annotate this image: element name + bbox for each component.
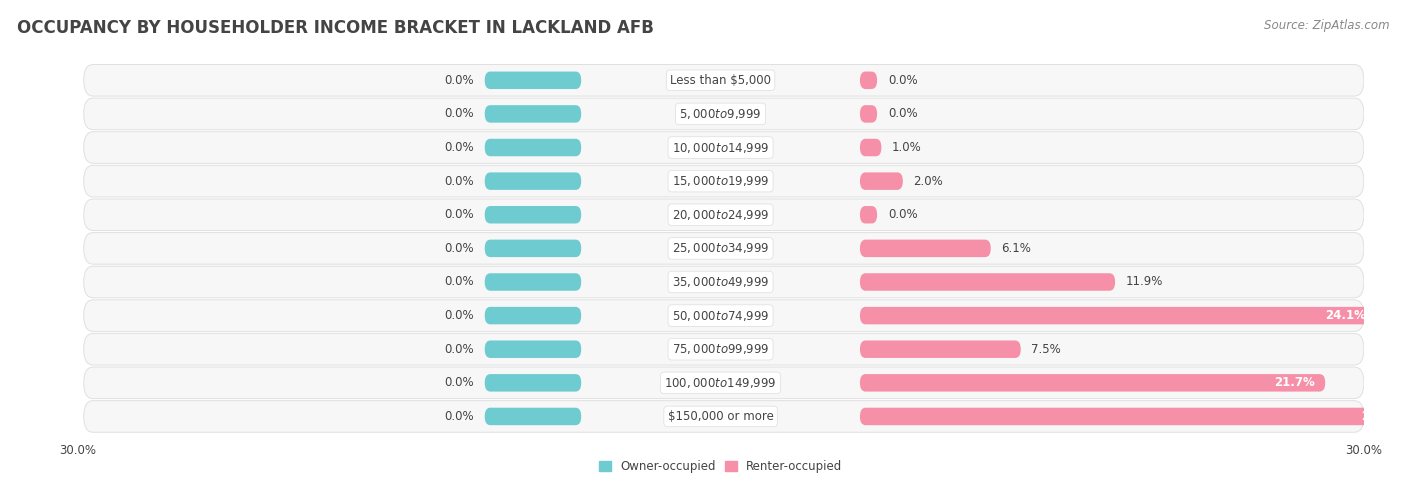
FancyBboxPatch shape [84, 98, 1364, 130]
FancyBboxPatch shape [485, 72, 581, 89]
FancyBboxPatch shape [84, 334, 1364, 365]
FancyBboxPatch shape [860, 408, 1406, 425]
FancyBboxPatch shape [860, 374, 1326, 392]
Text: $75,000 to $99,999: $75,000 to $99,999 [672, 342, 769, 356]
Legend: Owner-occupied, Renter-occupied: Owner-occupied, Renter-occupied [593, 455, 848, 478]
FancyBboxPatch shape [84, 401, 1364, 432]
FancyBboxPatch shape [860, 340, 1021, 358]
Text: 0.0%: 0.0% [444, 309, 474, 322]
FancyBboxPatch shape [485, 340, 581, 358]
Text: OCCUPANCY BY HOUSEHOLDER INCOME BRACKET IN LACKLAND AFB: OCCUPANCY BY HOUSEHOLDER INCOME BRACKET … [17, 19, 654, 37]
Text: $15,000 to $19,999: $15,000 to $19,999 [672, 174, 769, 188]
FancyBboxPatch shape [485, 374, 581, 392]
FancyBboxPatch shape [860, 105, 877, 123]
FancyBboxPatch shape [485, 273, 581, 291]
Text: 0.0%: 0.0% [444, 141, 474, 154]
FancyBboxPatch shape [860, 72, 877, 89]
Text: 7.5%: 7.5% [1032, 343, 1062, 356]
FancyBboxPatch shape [485, 206, 581, 224]
Text: $150,000 or more: $150,000 or more [668, 410, 773, 423]
FancyBboxPatch shape [860, 172, 903, 190]
FancyBboxPatch shape [84, 367, 1364, 399]
FancyBboxPatch shape [860, 240, 991, 257]
Text: $25,000 to $34,999: $25,000 to $34,999 [672, 242, 769, 255]
Text: 21.7%: 21.7% [1274, 376, 1315, 389]
FancyBboxPatch shape [84, 166, 1364, 197]
FancyBboxPatch shape [84, 266, 1364, 298]
FancyBboxPatch shape [485, 307, 581, 324]
FancyBboxPatch shape [84, 300, 1364, 331]
Text: Less than $5,000: Less than $5,000 [671, 74, 770, 87]
Text: 0.0%: 0.0% [887, 208, 918, 221]
FancyBboxPatch shape [84, 64, 1364, 96]
Text: $5,000 to $9,999: $5,000 to $9,999 [679, 107, 762, 121]
Text: 0.0%: 0.0% [444, 175, 474, 187]
Text: 0.0%: 0.0% [444, 74, 474, 87]
Text: $10,000 to $14,999: $10,000 to $14,999 [672, 141, 769, 154]
FancyBboxPatch shape [485, 172, 581, 190]
FancyBboxPatch shape [485, 408, 581, 425]
FancyBboxPatch shape [860, 206, 877, 224]
FancyBboxPatch shape [485, 139, 581, 156]
FancyBboxPatch shape [84, 233, 1364, 264]
Text: 0.0%: 0.0% [444, 108, 474, 120]
Text: 0.0%: 0.0% [887, 108, 918, 120]
Text: 0.0%: 0.0% [444, 410, 474, 423]
Text: 1.0%: 1.0% [893, 141, 922, 154]
FancyBboxPatch shape [485, 240, 581, 257]
Text: 6.1%: 6.1% [1001, 242, 1032, 255]
Text: 0.0%: 0.0% [887, 74, 918, 87]
FancyBboxPatch shape [860, 307, 1376, 324]
Text: $50,000 to $74,999: $50,000 to $74,999 [672, 309, 769, 322]
Text: 2.0%: 2.0% [914, 175, 943, 187]
Text: 25.8%: 25.8% [1361, 410, 1402, 423]
Text: 0.0%: 0.0% [444, 242, 474, 255]
FancyBboxPatch shape [84, 199, 1364, 230]
Text: 24.1%: 24.1% [1324, 309, 1367, 322]
Text: 0.0%: 0.0% [444, 343, 474, 356]
FancyBboxPatch shape [84, 131, 1364, 163]
Text: 0.0%: 0.0% [444, 276, 474, 288]
Text: $100,000 to $149,999: $100,000 to $149,999 [665, 376, 776, 390]
Text: 11.9%: 11.9% [1126, 276, 1163, 288]
Text: Source: ZipAtlas.com: Source: ZipAtlas.com [1264, 19, 1389, 33]
FancyBboxPatch shape [860, 139, 882, 156]
Text: $35,000 to $49,999: $35,000 to $49,999 [672, 275, 769, 289]
FancyBboxPatch shape [860, 273, 1115, 291]
Text: $20,000 to $24,999: $20,000 to $24,999 [672, 208, 769, 222]
Text: 0.0%: 0.0% [444, 376, 474, 389]
Text: 0.0%: 0.0% [444, 208, 474, 221]
FancyBboxPatch shape [485, 105, 581, 123]
